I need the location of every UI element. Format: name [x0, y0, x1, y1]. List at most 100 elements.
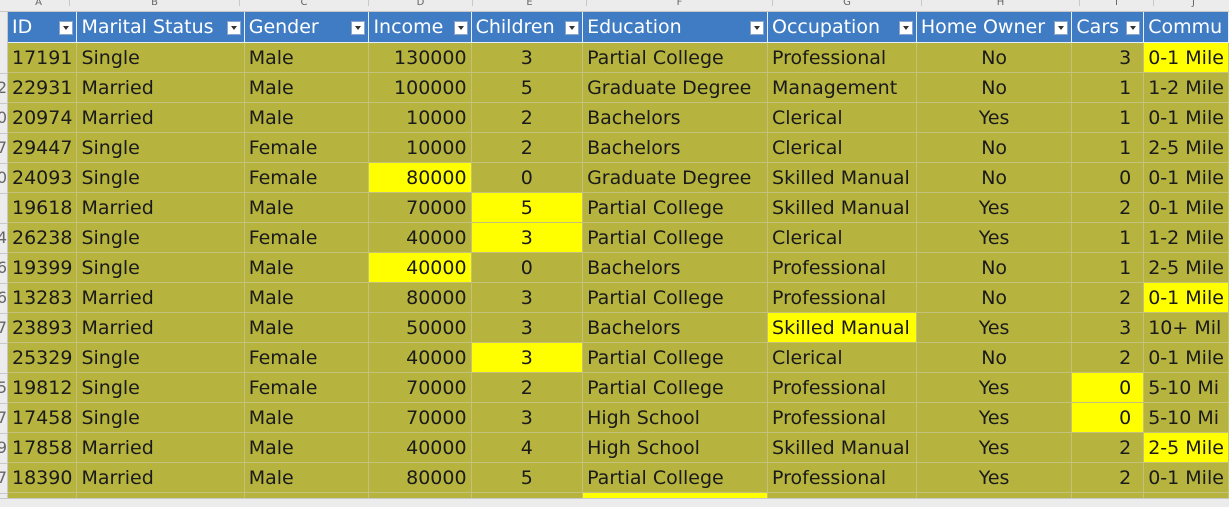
cell-children[interactable]: 3 [471, 312, 584, 343]
cell-children[interactable]: 0 [471, 162, 584, 193]
cell-education[interactable]: Partial College [582, 42, 769, 73]
cell-commute[interactable]: 5-10 Mi [1143, 372, 1229, 403]
cell-commute[interactable]: 2-5 Mile [1143, 252, 1229, 283]
cell-home-owner[interactable]: No [916, 252, 1073, 283]
row-number[interactable]: 7 [0, 403, 7, 434]
cell-commute[interactable]: 0-1 Mile [1143, 102, 1229, 133]
cell-occupation[interactable]: Clerical [767, 342, 917, 373]
column-letter-j[interactable]: J [1154, 0, 1229, 8]
cell-education[interactable]: Graduate Degree [582, 72, 769, 103]
cell-marital[interactable]: Married [76, 102, 245, 133]
cell-commute[interactable]: 0-1 Mile [1143, 192, 1229, 223]
cell-gender[interactable]: Female [244, 342, 370, 373]
cell-education[interactable]: Graduate Degree [582, 162, 769, 193]
cell-commute[interactable]: 0-1 Mile [1143, 162, 1229, 193]
cell-id[interactable]: 22931 [8, 72, 78, 103]
cell-cars[interactable]: 3 [1071, 312, 1145, 343]
cell-occupation[interactable]: Clerical [767, 102, 917, 133]
cell-cars[interactable]: 2 [1071, 462, 1145, 493]
column-header-children[interactable]: Children [471, 12, 584, 43]
cell-commute[interactable]: 0-1 Mile [1143, 342, 1229, 373]
cell-occupation[interactable]: Management [767, 72, 917, 103]
cell-income[interactable]: 10000 [368, 102, 472, 133]
cell-commute[interactable]: 1-2 Mile [1143, 72, 1229, 103]
filter-dropdown-icon[interactable] [226, 21, 241, 35]
cell-children[interactable]: 2 [471, 102, 584, 133]
cell-children[interactable]: 3 [471, 282, 584, 313]
column-letter-i[interactable]: I [1080, 0, 1154, 8]
column-letter-f[interactable]: F [587, 0, 773, 8]
cell-marital[interactable]: Married [76, 192, 245, 223]
cell-home-owner[interactable]: Yes [916, 102, 1073, 133]
cell-gender[interactable]: Male [244, 402, 370, 433]
cell-occupation[interactable]: Professional [767, 462, 917, 493]
cell-cars[interactable]: 1 [1071, 72, 1145, 103]
row-number[interactable]: 0 [0, 163, 7, 194]
cell-home-owner[interactable]: Yes [916, 222, 1073, 253]
cell-income[interactable]: 10000 [368, 132, 472, 163]
row-number[interactable]: 4 [0, 223, 7, 254]
cell-home-owner[interactable]: Yes [916, 312, 1073, 343]
column-letter-h[interactable]: H [922, 0, 1080, 8]
cell-occupation[interactable]: Skilled Manual [767, 162, 917, 193]
cell-home-owner[interactable]: Yes [916, 402, 1073, 433]
row-number[interactable]: 2 [0, 73, 7, 104]
cell-children[interactable]: 2 [471, 372, 584, 403]
cell-marital[interactable]: Married [76, 432, 245, 463]
cell-gender[interactable]: Male [244, 192, 370, 223]
table-row[interactable]: 19399 Single Male 40000 0 Bachelors Profession… [8, 252, 1229, 283]
row-number[interactable] [0, 43, 7, 74]
cell-cars[interactable]: 3 [1071, 42, 1145, 73]
cell-id[interactable]: 19812 [8, 372, 78, 403]
cell-children[interactable]: 5 [471, 192, 584, 223]
cell-id[interactable]: 19399 [8, 252, 78, 283]
table-row[interactable]: 19618 Married Male 70000 5 Partial College Ski… [8, 192, 1229, 223]
cell-income[interactable]: 130000 [368, 42, 472, 73]
cell-occupation[interactable]: Skilled Manual [767, 192, 917, 223]
table-row[interactable]: 17191 Single Male 130000 3 Partial College Pro… [8, 42, 1229, 73]
cell-occupation[interactable]: Skilled Manual [767, 432, 917, 463]
filter-dropdown-icon[interactable] [1054, 21, 1069, 35]
cell-occupation[interactable]: Professional [767, 282, 917, 313]
cell-home-owner[interactable]: No [916, 72, 1073, 103]
cell-id[interactable]: 25329 [8, 342, 78, 373]
column-header-income[interactable]: Income [368, 12, 472, 43]
cell-home-owner[interactable]: No [916, 42, 1073, 73]
cell-marital[interactable]: Single [76, 402, 245, 433]
row-number[interactable]: 9 [0, 433, 7, 464]
table-row[interactable]: 23893 Married Male 50000 3 Bachelors Skilled M… [8, 312, 1229, 343]
cell-commute[interactable]: 0-1 Mile [1143, 462, 1229, 493]
cell-occupation[interactable]: Professional [767, 42, 917, 73]
cell-id[interactable]: 29447 [8, 132, 78, 163]
cell-education[interactable]: High School [582, 402, 769, 433]
column-header-occupation[interactable]: Occupation [767, 12, 917, 43]
column-header-id[interactable]: ID [8, 12, 78, 43]
cell-id[interactable]: 17458 [8, 402, 78, 433]
filter-dropdown-icon[interactable] [565, 21, 580, 35]
cell-home-owner[interactable]: Yes [916, 372, 1073, 403]
filter-active-icon[interactable] [59, 21, 74, 35]
cell-income[interactable]: 40000 [368, 342, 472, 373]
cell-id[interactable]: 17858 [8, 432, 78, 463]
cell-education[interactable]: Bachelors [582, 252, 769, 283]
cell-cars[interactable]: 2 [1071, 192, 1145, 223]
cell-commute[interactable]: 10+ Mil [1143, 312, 1229, 343]
cell-gender[interactable]: Male [244, 42, 370, 73]
cell-children[interactable]: 3 [471, 402, 584, 433]
cell-cars[interactable]: 2 [1071, 282, 1145, 313]
cell-education[interactable]: Partial College [582, 222, 769, 253]
column-letter-c[interactable]: C [240, 0, 369, 8]
cell-home-owner[interactable]: No [916, 162, 1073, 193]
cell-occupation[interactable]: Clerical [767, 132, 917, 163]
cell-children[interactable]: 0 [471, 252, 584, 283]
cell-marital[interactable]: Married [76, 282, 245, 313]
table-row[interactable]: 25329 Single Female 40000 3 Partial College Cl… [8, 342, 1229, 373]
cell-children[interactable]: 3 [471, 222, 584, 253]
row-number[interactable]: 0 [0, 103, 7, 134]
cell-marital[interactable]: Single [76, 372, 245, 403]
cell-children[interactable]: 4 [471, 432, 584, 463]
column-letter-d[interactable]: D [369, 0, 473, 8]
cell-children[interactable]: 2 [471, 132, 584, 163]
cell-income[interactable]: 100000 [368, 72, 472, 103]
cell-marital[interactable]: Single [76, 162, 245, 193]
